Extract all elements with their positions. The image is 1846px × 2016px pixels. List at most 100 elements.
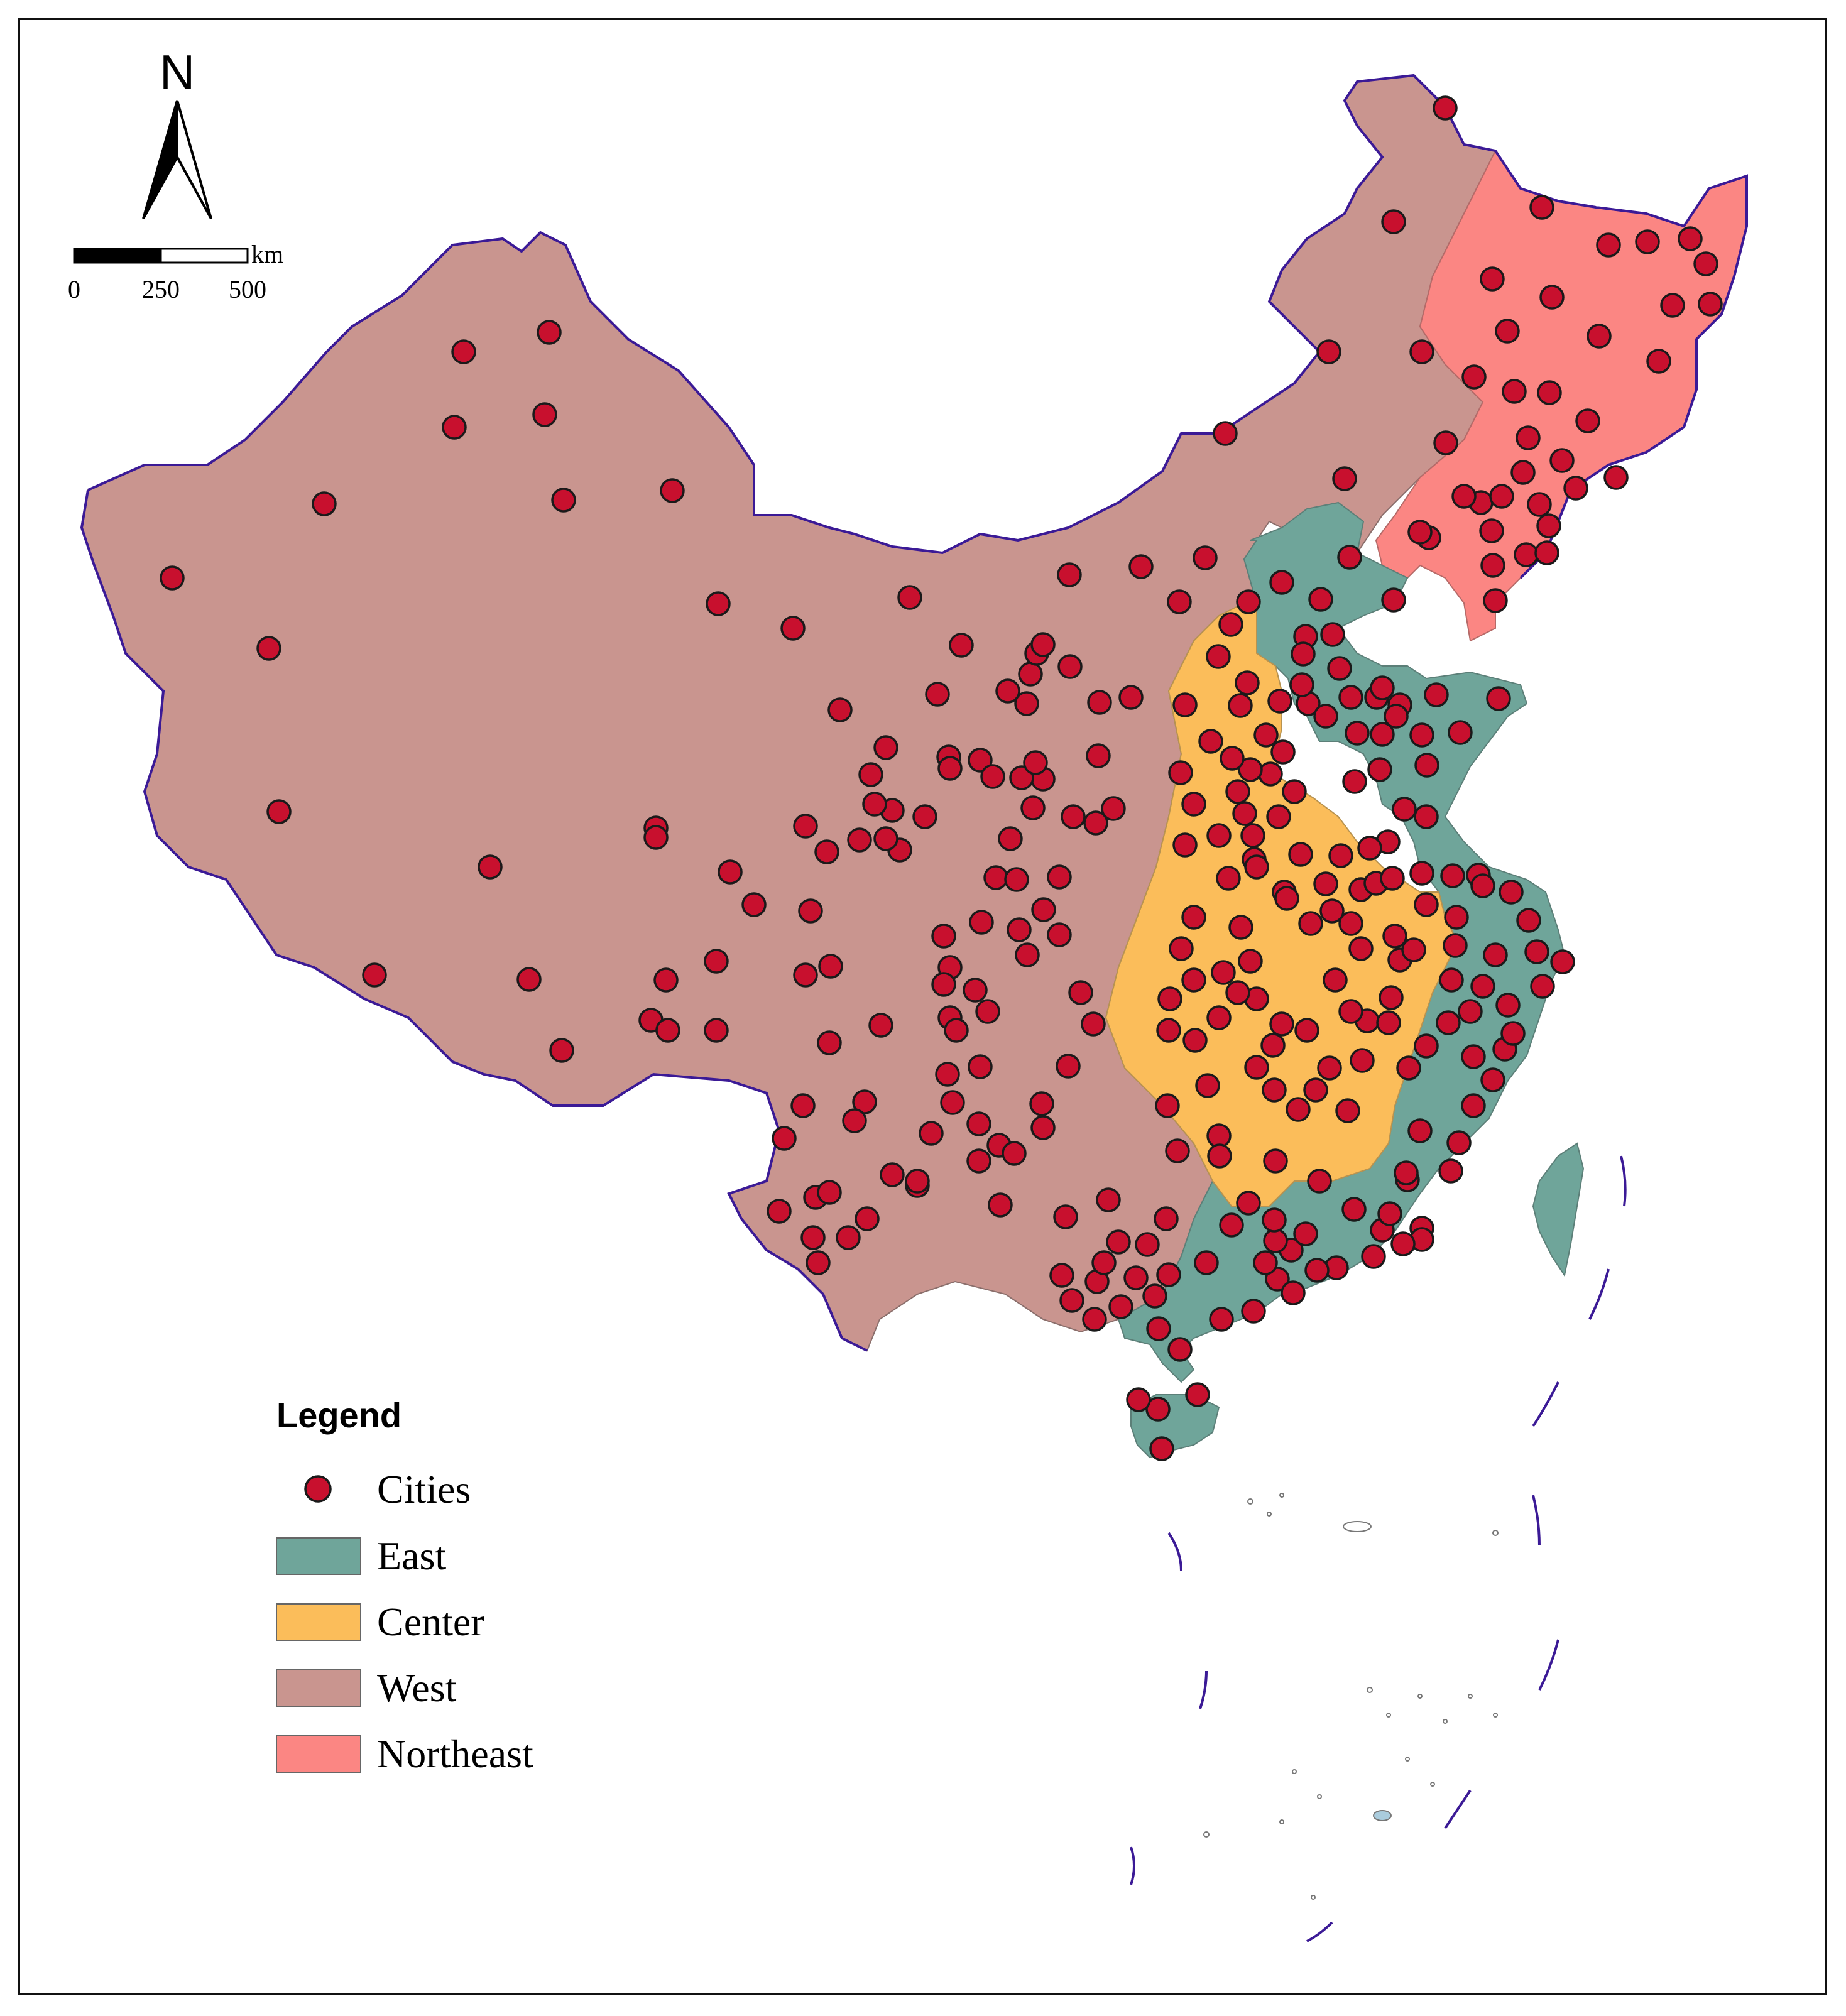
city-marker	[1020, 795, 1046, 820]
city-marker	[1128, 554, 1154, 579]
city-marker	[1313, 704, 1338, 729]
legend-label-northeast: Northeast	[377, 1731, 533, 1776]
city-marker	[1409, 339, 1434, 364]
city-marker	[1087, 690, 1112, 715]
city-marker	[1157, 986, 1182, 1011]
city-marker	[919, 1121, 944, 1146]
city-marker	[1244, 1055, 1269, 1080]
city-marker	[1436, 1010, 1461, 1035]
city-marker	[1235, 670, 1260, 695]
city-marker	[1047, 864, 1072, 890]
city-marker	[160, 565, 185, 591]
city-marker	[1238, 757, 1263, 782]
islands	[1203, 1493, 1499, 1900]
city-marker	[1169, 936, 1194, 961]
city-marker	[1029, 1091, 1054, 1116]
city-marker	[1282, 779, 1307, 804]
city-marker	[1288, 842, 1313, 867]
city-marker	[1238, 949, 1263, 974]
city-marker	[940, 1090, 965, 1115]
city-marker	[1537, 380, 1562, 405]
scale-unit: km	[251, 240, 283, 268]
city-marker	[1414, 892, 1439, 917]
city-marker	[1510, 460, 1536, 485]
city-marker	[442, 415, 467, 440]
city-marker	[944, 1018, 969, 1043]
city-marker	[1313, 871, 1338, 896]
north-arrow: N	[142, 45, 212, 219]
city-marker	[704, 949, 729, 974]
legend-label-cities: Cities	[377, 1467, 471, 1512]
city-marker	[1319, 898, 1345, 924]
city-marker	[1241, 1299, 1266, 1324]
city-marker	[1470, 873, 1495, 898]
cities-layer	[160, 95, 1723, 1461]
city-marker	[256, 636, 281, 661]
city-marker	[1414, 804, 1439, 829]
city-marker	[980, 764, 1005, 789]
city-marker	[1281, 1280, 1306, 1305]
city-marker	[1357, 836, 1382, 861]
city-marker	[1263, 1228, 1288, 1253]
city-marker	[1206, 644, 1231, 669]
city-marker	[516, 967, 542, 992]
city-marker	[1228, 915, 1253, 940]
city-marker	[800, 1225, 826, 1250]
city-marker	[793, 962, 818, 988]
city-marker	[1262, 1077, 1287, 1103]
city-marker	[1458, 999, 1483, 1024]
city-marker	[1479, 518, 1504, 543]
city-marker	[827, 697, 853, 722]
city-marker	[790, 1093, 816, 1118]
city-marker	[1348, 936, 1374, 961]
city-marker	[1172, 832, 1198, 858]
scale-tick-500: 500	[229, 275, 266, 303]
city-marker	[1182, 1028, 1208, 1053]
south-china-sea-dashes	[1130, 1155, 1627, 1942]
city-marker	[718, 859, 743, 885]
city-marker	[551, 488, 576, 513]
city-marker	[1047, 922, 1072, 947]
city-marker	[1379, 985, 1404, 1010]
city-marker	[1480, 266, 1505, 292]
city-marker	[1304, 1258, 1330, 1283]
city-marker	[1390, 1231, 1416, 1256]
city-marker	[1377, 1201, 1402, 1226]
city-marker	[1154, 1206, 1179, 1231]
city-marker	[1698, 292, 1723, 317]
city-marker	[1549, 448, 1575, 473]
city-marker	[1218, 612, 1243, 637]
city-marker	[1220, 746, 1245, 771]
city-marker	[772, 1126, 797, 1151]
city-marker	[1327, 656, 1352, 681]
city-marker	[1514, 542, 1539, 567]
city-marker	[1049, 1263, 1074, 1288]
city-marker	[1198, 729, 1223, 754]
city-marker	[1101, 796, 1126, 821]
city-marker	[1240, 823, 1265, 848]
city-marker	[1409, 861, 1434, 886]
city-marker	[1091, 1250, 1117, 1275]
city-marker	[1303, 1077, 1328, 1103]
city-marker	[1527, 492, 1552, 517]
city-marker	[266, 799, 292, 824]
city-marker	[1308, 587, 1333, 612]
city-marker	[1414, 1033, 1439, 1059]
city-marker	[1096, 1187, 1121, 1212]
city-marker	[1057, 654, 1083, 679]
city-marker	[1480, 1067, 1505, 1092]
city-marker	[1289, 672, 1314, 697]
city-marker	[1401, 937, 1426, 962]
city-marker	[1206, 823, 1232, 848]
city-marker	[655, 1018, 680, 1043]
city-marker	[931, 972, 956, 997]
city-marker	[1307, 1169, 1332, 1194]
city-marker	[1332, 466, 1357, 491]
city-marker	[1367, 757, 1392, 782]
city-marker	[1030, 632, 1056, 657]
city-marker	[1083, 810, 1108, 836]
city-marker	[1345, 721, 1370, 746]
city-marker	[1274, 886, 1299, 911]
city-marker	[1108, 1294, 1133, 1319]
city-marker	[814, 839, 839, 864]
